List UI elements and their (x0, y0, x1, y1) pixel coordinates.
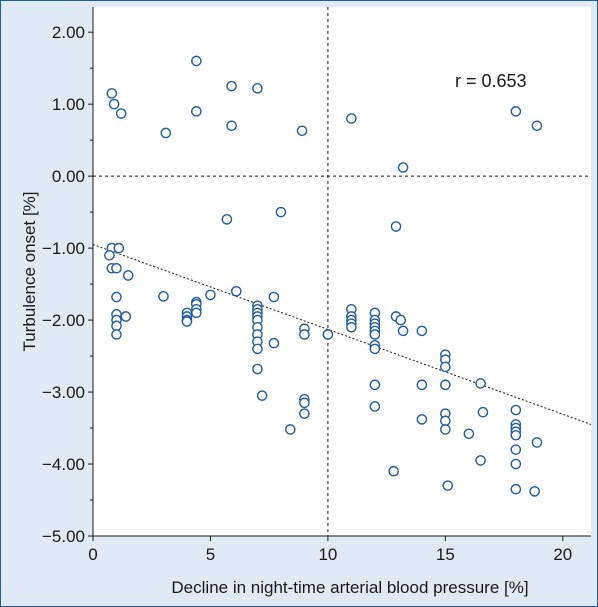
data-point (122, 270, 134, 281)
data-point (440, 415, 451, 427)
data-point (346, 321, 357, 333)
data-point (395, 314, 407, 326)
y-axis-title: Turbulence onset [%] (20, 191, 39, 351)
data-point (322, 329, 334, 340)
data-point (346, 113, 357, 124)
data-point (299, 408, 310, 419)
data-point (440, 424, 451, 435)
data-point (397, 325, 409, 337)
data-point (111, 262, 122, 274)
data-point (115, 108, 127, 119)
data-point (369, 379, 381, 391)
data-point (111, 291, 122, 303)
y-tick-label: −1.00 (42, 239, 85, 258)
y-tick-label: −5.00 (42, 527, 85, 546)
data-point (268, 337, 280, 349)
data-point (191, 55, 202, 67)
plot-area (93, 7, 591, 536)
data-point (252, 343, 263, 355)
y-tick-label: 2.00 (52, 23, 85, 42)
data-point (529, 486, 540, 497)
data-point (113, 242, 125, 254)
data-point (475, 378, 486, 389)
y-tick-label: −2.00 (42, 311, 85, 330)
data-point (108, 98, 120, 110)
data-point (221, 214, 233, 225)
data-point (416, 379, 428, 391)
data-point (285, 424, 296, 435)
data-point (191, 106, 202, 117)
data-point (510, 429, 522, 441)
data-point (296, 125, 308, 137)
data-point (226, 120, 237, 132)
data-point (442, 480, 454, 491)
data-point (191, 307, 202, 319)
data-point (416, 414, 428, 425)
data-point (416, 325, 428, 337)
regression-line (92, 244, 592, 425)
data-point (268, 291, 280, 303)
data-point (531, 120, 543, 132)
data-point (252, 83, 263, 94)
data-point (369, 343, 381, 355)
data-point (531, 437, 543, 448)
data-point (106, 88, 118, 99)
data-point (390, 221, 402, 232)
data-point (205, 289, 216, 301)
data-point (510, 404, 522, 416)
correlation-annotation: r = 0.653 (455, 71, 527, 91)
data-point (440, 361, 451, 373)
y-tick-label: 0.00 (52, 167, 85, 186)
y-tick-label: 1.00 (52, 95, 85, 114)
data-point (397, 162, 409, 173)
y-tick-label: −4.00 (42, 455, 85, 474)
data-point (111, 320, 122, 332)
y-tick-label: −3.00 (42, 383, 85, 402)
data-point (160, 127, 172, 139)
x-axis-title: Decline in night-time arterial blood pre… (171, 578, 528, 597)
data-point (256, 390, 268, 401)
data-point (104, 250, 115, 261)
x-tick-label: 5 (206, 545, 215, 564)
data-point (158, 291, 169, 302)
data-point (510, 444, 522, 455)
data-point (388, 465, 399, 477)
data-point (230, 285, 242, 297)
data-point (510, 106, 522, 117)
data-point (226, 80, 237, 92)
data-point (440, 379, 451, 391)
x-tick-label: 15 (436, 545, 455, 564)
data-point (120, 311, 132, 322)
x-tick-label: 20 (553, 545, 572, 564)
x-tick-label: 0 (88, 545, 97, 564)
data-point (369, 329, 381, 340)
data-point (463, 428, 475, 440)
data-point (111, 329, 122, 340)
data-point (275, 206, 287, 218)
data-point (299, 397, 310, 409)
data-point (369, 401, 381, 412)
data-point (510, 458, 522, 470)
data-point (299, 329, 310, 340)
x-tick-label: 10 (318, 545, 337, 564)
data-point (252, 363, 263, 375)
data-point (477, 406, 489, 418)
data-point (475, 455, 486, 466)
data-point (181, 316, 193, 327)
data-point (510, 483, 522, 495)
